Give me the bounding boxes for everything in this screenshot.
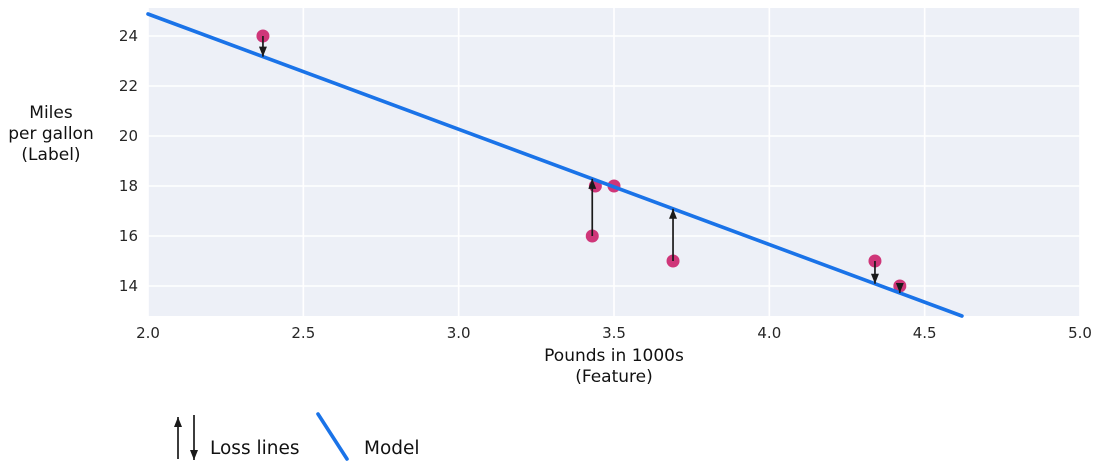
x-axis-label-line1: Pounds in 1000s [544, 346, 684, 366]
y-axis-label-line3: (Label) [21, 145, 80, 165]
x-tick-label: 5.0 [1068, 324, 1092, 342]
x-axis-label-line2: (Feature) [575, 367, 653, 387]
plot-area: 2.0 2.5 3.0 3.5 4.0 4.5 5.0 14 16 18 20 22 24 [119, 8, 1092, 342]
x-tick-label: 3.5 [602, 324, 626, 342]
y-tick-label: 22 [119, 77, 138, 95]
x-tick-label: 2.0 [136, 324, 160, 342]
y-tick-label: 14 [119, 277, 138, 295]
y-tick-label: 20 [119, 127, 138, 145]
y-axis-label-line1: Miles [29, 103, 73, 123]
x-tick-label: 4.0 [757, 324, 781, 342]
legend-label-loss-lines: Loss lines [210, 438, 300, 459]
x-tick-label: 3.0 [447, 324, 471, 342]
y-tick-label: 16 [119, 227, 138, 245]
y-tick-label: 18 [119, 177, 138, 195]
x-tick-label: 2.5 [291, 324, 315, 342]
y-axis-label: Miles per gallon (Label) [8, 103, 93, 165]
chart: 2.0 2.5 3.0 3.5 4.0 4.5 5.0 14 16 18 20 22 24 Miles … [8, 8, 1092, 387]
model-line [146, 12, 964, 318]
x-tick-label: 4.5 [913, 324, 937, 342]
x-axis-label: Pounds in 1000s (Feature) [544, 346, 684, 387]
legend-label-model: Model [364, 438, 420, 459]
legend: Loss lines Model [0, 402, 1099, 472]
y-axis-label-line2: per gallon [8, 124, 93, 144]
y-tick-label: 24 [119, 27, 138, 45]
model-line-icon [316, 412, 349, 461]
loss-lines-icon [174, 415, 198, 460]
